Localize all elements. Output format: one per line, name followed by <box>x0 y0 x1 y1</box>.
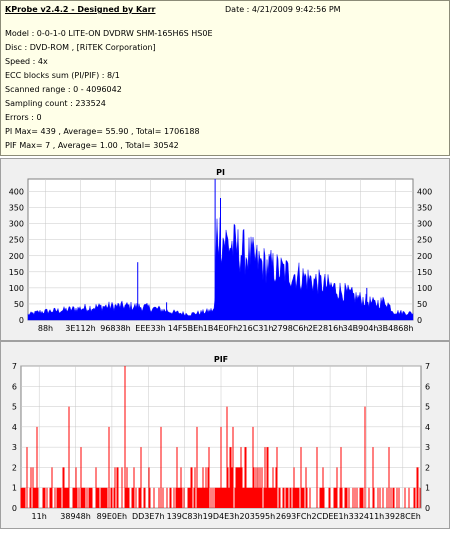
y-tick-label-left: 250 <box>9 236 24 245</box>
pi-chart-panel: PI 0 0 50 50 100 100 150 150 200 200 250 250 300 300 35… <box>0 158 450 341</box>
y-tick-label-left: 2 <box>12 463 17 472</box>
pi-chart: PI 0 0 50 50 100 100 150 150 200 200 250 250 300 300 35… <box>9 168 433 333</box>
chart-title: PIF <box>214 355 228 364</box>
app-title: KProbe v2.4.2 - Designed by Karr <box>5 5 156 14</box>
x-tick-label: 2E2816h <box>308 324 344 333</box>
pif-chart-panel: PIF 0 0 1 1 2 2 3 3 4 4 5 5 6 6 7 7 11h 38948h 89E0Eh DD3E7h… <box>0 341 450 529</box>
y-tick-label-right: 250 <box>417 236 432 245</box>
y-tick-label-right: 50 <box>417 300 427 309</box>
range-line: Scanned range : 0 - 4096042 <box>5 85 122 94</box>
x-tick-label: 38948h <box>60 512 91 521</box>
y-tick-label-left: 1 <box>12 484 17 493</box>
y-tick-label-left: 350 <box>9 204 24 213</box>
y-tick-label-left: 5 <box>12 403 17 412</box>
ecc-line: ECC blocks sum (PI/PIF) : 8/1 <box>5 71 120 80</box>
x-tick-label: 96838h <box>100 324 131 333</box>
y-tick-label-left: 200 <box>9 252 24 261</box>
y-tick-label-right: 0 <box>417 316 422 325</box>
y-tick-label-left: 400 <box>9 188 24 197</box>
y-tick-label-left: 7 <box>12 362 17 371</box>
y-tick-label-left: 6 <box>12 382 17 391</box>
y-tick-label-right: 150 <box>417 268 432 277</box>
model-line: Model : 0-0-1-0 LITE-ON DVDRW SHM-165H6S… <box>5 29 213 38</box>
pif-chart: PIF 0 0 1 1 2 2 3 3 4 4 5 5 6 6 7 7 11h 38948h 89E0Eh DD3E7h… <box>12 355 430 521</box>
y-tick-label-right: 400 <box>417 188 432 197</box>
x-tick-label: 2798C6h <box>272 324 308 333</box>
y-tick-label-left: 4 <box>12 423 17 432</box>
y-tick-label-right: 350 <box>417 204 432 213</box>
x-tick-label: 89E0Eh <box>97 512 127 521</box>
y-tick-label-right: 2 <box>425 463 430 472</box>
y-tick-label-right: 0 <box>425 504 430 513</box>
chart-title: PI <box>216 168 225 177</box>
y-tick-label-left: 100 <box>9 284 24 293</box>
pi-stats-line: PI Max= 439 , Average= 55.90 , Total= 17… <box>5 127 200 136</box>
x-tick-label: EEE33h <box>135 324 165 333</box>
x-tick-label: 203595h <box>240 512 276 521</box>
x-tick-label: 216C31h <box>237 324 273 333</box>
y-tick-label-right: 200 <box>417 252 432 261</box>
y-tick-label-right: 5 <box>425 403 430 412</box>
x-tick-label: 2CDEE1h <box>312 512 349 521</box>
x-tick-label: 11h <box>32 512 47 521</box>
y-tick-label-left: 0 <box>12 504 17 513</box>
x-tick-label: 14F5BEh <box>168 324 203 333</box>
y-tick-label-right: 4 <box>425 423 430 432</box>
x-tick-label: 34B904h <box>342 324 378 333</box>
x-tick-label: 332411h <box>349 512 385 521</box>
y-tick-label-right: 3 <box>425 443 430 452</box>
info-panel: KProbe v2.4.2 - Designed by Karr Date : … <box>0 0 450 156</box>
sampling-line: Sampling count : 233524 <box>5 99 106 108</box>
x-tick-label: 88h <box>38 324 53 333</box>
x-tick-label: 3E112h <box>65 324 95 333</box>
x-tick-label: 3928CEh <box>385 512 421 521</box>
errors-line: Errors : 0 <box>5 113 42 122</box>
disc-line: Disc : DVD-ROM , [RiTEK Corporation] <box>5 43 156 52</box>
pif-stats-line: PIF Max= 7 , Average= 1.00 , Total= 3054… <box>5 141 179 150</box>
x-tick-label: DD3E7h <box>132 512 165 521</box>
y-tick-label-right: 7 <box>425 362 430 371</box>
x-tick-label: 2693FCh <box>276 512 312 521</box>
y-tick-label-right: 6 <box>425 382 430 391</box>
y-tick-label-right: 100 <box>417 284 432 293</box>
x-tick-label: 1B4E0Fh <box>203 324 238 333</box>
x-tick-label: 3B4868h <box>377 324 413 333</box>
y-tick-label-left: 150 <box>9 268 24 277</box>
y-tick-label-right: 1 <box>425 484 430 493</box>
scan-date: Date : 4/21/2009 9:42:56 PM <box>225 5 341 14</box>
speed-line: Speed : 4x <box>5 57 48 66</box>
y-tick-label-left: 3 <box>12 443 17 452</box>
x-tick-label: 139C83h <box>167 512 203 521</box>
y-tick-label-right: 300 <box>417 220 432 229</box>
y-tick-label-left: 50 <box>14 300 24 309</box>
x-tick-label: 19D4E3h <box>203 512 240 521</box>
y-tick-label-left: 300 <box>9 220 24 229</box>
y-tick-label-left: 0 <box>19 316 24 325</box>
